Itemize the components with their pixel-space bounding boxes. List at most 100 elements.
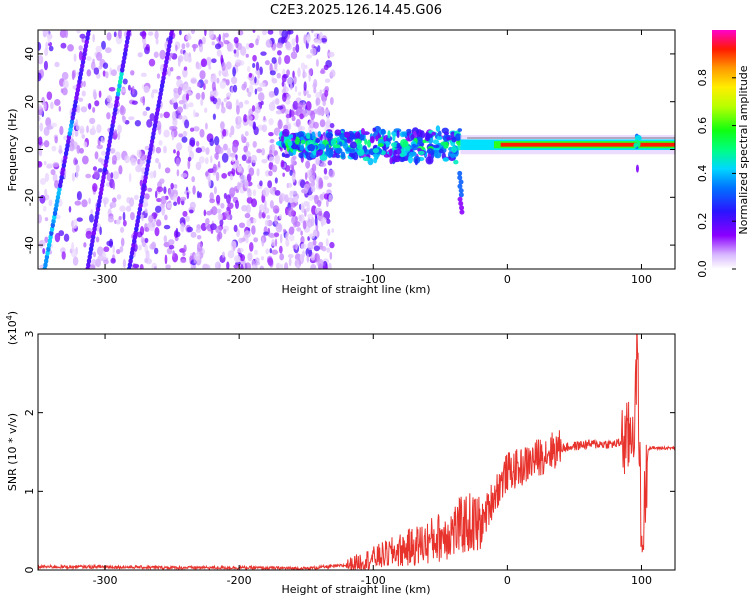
spectrogram-noise-mark (269, 199, 274, 209)
spectrogram-noise-mark (117, 124, 122, 134)
spectrogram-noise-mark (171, 97, 178, 104)
spectrogram-track-mark (86, 30, 92, 33)
spectrogram-blob-mark (410, 133, 415, 141)
spectrogram-noise-mark (324, 78, 331, 83)
spectrogram-blob-mark (453, 159, 459, 165)
spectrogram-noise-mark (38, 136, 43, 146)
spectrogram-noise-mark (71, 242, 75, 252)
spectrogram-xtick-label: -300 (93, 273, 118, 286)
spectrogram-noise-mark (227, 250, 235, 259)
spectrogram-noise-mark (248, 42, 255, 49)
spectrogram-blob-mark (388, 148, 393, 157)
spectrogram-noise-mark (106, 112, 111, 120)
spectrogram-noise-mark (59, 125, 64, 136)
spectrogram-noise-mark (239, 254, 246, 262)
spectrogram-blob-mark (451, 136, 457, 143)
spectrogram-noise-mark (287, 254, 294, 259)
spectrogram-noise-mark (252, 121, 256, 131)
spectrogram-noise-mark (279, 253, 285, 261)
spectrogram-blob-mark (396, 130, 400, 138)
spectrogram-noise-mark (42, 205, 47, 212)
spectrogram-noise-mark (233, 264, 239, 269)
spectrogram-noise-mark (187, 159, 191, 170)
spectrogram-noise-mark (204, 157, 209, 165)
spectrogram-noise-mark (82, 80, 86, 88)
spectrogram-noise-mark (259, 82, 266, 88)
spectrogram-noise-mark (267, 180, 273, 189)
spectrogram-noise-mark (310, 263, 317, 269)
spectrogram-noise-mark (45, 117, 52, 127)
colorbar-tick-label: 0.2 (696, 212, 709, 230)
chart-title: C2E3.2025.126.14.45.G06 (270, 3, 442, 18)
spectrogram-dip-mark (458, 192, 464, 198)
spectrogram-spike-mark (633, 142, 638, 148)
spectrogram-noise-mark (131, 100, 138, 105)
spectrogram-noise-mark (251, 225, 256, 235)
spectrogram-noise-mark (326, 199, 329, 208)
spectrogram-noise-mark (318, 183, 323, 189)
spectrogram-noise-mark (171, 111, 177, 121)
spectrogram-blob-mark (406, 128, 412, 133)
spectrogram-noise-mark (267, 30, 274, 35)
spectrogram-noise-mark (233, 255, 241, 263)
spectrogram-noise-mark (295, 118, 301, 128)
spectrogram-noise-mark (254, 249, 258, 255)
spectrogram-noise-mark (85, 173, 92, 179)
spectrogram-blob-mark (333, 144, 341, 149)
spectrogram-blob-mark (446, 136, 451, 141)
spectrogram-noise-mark (308, 195, 314, 202)
spectrogram-blob-mark (383, 153, 390, 158)
spectrogram-noise-mark (324, 109, 330, 115)
spectrogram-noise-mark (104, 71, 109, 79)
spectrogram-noise-mark (249, 241, 254, 252)
spectrogram-noise-mark (276, 105, 284, 110)
spectrogram-noise-mark (175, 44, 178, 52)
spectrogram-noise-mark (326, 247, 331, 253)
spectrogram-noise-mark (302, 250, 305, 258)
spectrogram-noise-mark (245, 53, 249, 58)
spectrogram-blob-mark (298, 152, 304, 159)
spectrogram-noise-mark (142, 110, 148, 117)
spectrogram-noise-mark (79, 33, 86, 39)
spectrogram-noise-mark (163, 235, 168, 243)
spectrogram-noise-mark (292, 155, 297, 160)
spectrogram-noise-mark (122, 258, 127, 268)
spectrogram-noise-mark (86, 69, 92, 77)
spectrogram-marks (38, 30, 675, 269)
spectrogram-noise-mark (240, 46, 247, 56)
spectrogram-dip-mark (458, 179, 464, 185)
spectrogram-noise-mark (281, 81, 285, 87)
spectrogram-noise-mark (286, 77, 293, 85)
spectrogram-noise-mark (143, 193, 150, 200)
spectrogram-noise-mark (164, 254, 168, 265)
spectrogram-noise-mark (154, 226, 160, 237)
spectrogram-blob-mark (315, 137, 321, 144)
spectrogram-blob-mark (392, 133, 396, 142)
spectrogram-blob-mark (442, 157, 449, 162)
spectrogram-ytick-label: 20 (23, 95, 36, 109)
spectrogram-noise-mark (281, 74, 287, 83)
spectrogram-noise-mark (110, 257, 116, 264)
spectrogram-noise-mark (319, 31, 323, 39)
spectrogram-noise-mark (247, 252, 253, 262)
spectrogram-noise-mark (233, 36, 239, 44)
spectrogram-blob-mark (374, 125, 382, 133)
spectrogram-blob-mark (342, 142, 349, 149)
spectrogram-noise-mark (92, 251, 97, 258)
spectrogram-noise-mark (276, 72, 281, 79)
spectrogram-noise-mark (244, 230, 251, 238)
spectrogram-noise-mark (183, 244, 187, 253)
spectrogram-noise-mark (245, 150, 251, 158)
spectrogram-noise-mark (83, 141, 88, 148)
spectrogram-noise-mark (300, 230, 303, 236)
spectrogram-noise-mark (54, 180, 60, 189)
spectrogram-noise-mark (222, 128, 227, 137)
spectrogram-noise-mark (155, 219, 162, 227)
spectrogram-noise-mark (182, 210, 188, 217)
spectrogram-noise-mark (235, 123, 241, 130)
spectrogram-noise-mark (254, 106, 261, 114)
spectrogram-noise-mark (233, 224, 238, 233)
spectrogram-noise-mark (155, 157, 160, 164)
spectrogram-noise-mark (81, 155, 89, 165)
spectrogram-noise-mark (122, 211, 126, 221)
